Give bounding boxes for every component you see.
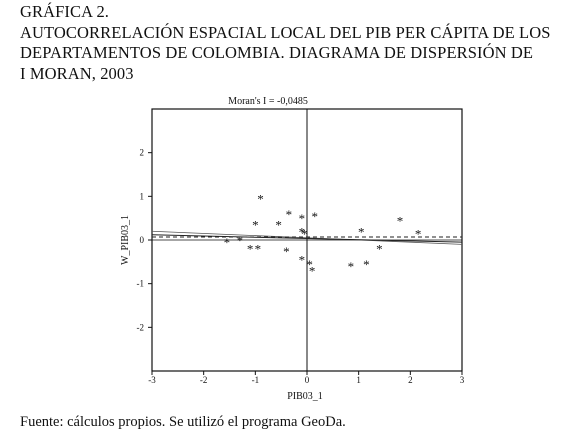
data-points: * ** *********** ** ****** xyxy=(224,192,422,279)
data-point: * xyxy=(397,213,404,228)
figure-title-line-2: DEPARTAMENTOS DE COLOMBIA. DIAGRAMA DE D… xyxy=(20,43,534,62)
solid-fit-line xyxy=(151,230,463,245)
y-tick-label: -2 xyxy=(137,322,145,332)
axis-ticks: -3 -2 -1 0 1 2 3 -2 -1 0 1 2 xyxy=(137,109,465,385)
x-tick-label: 1 xyxy=(356,375,361,385)
plot-title: Moran's I = -0,0485 xyxy=(228,96,308,107)
x-tick-label: 2 xyxy=(408,375,413,385)
data-point: * xyxy=(286,207,293,222)
data-point: * xyxy=(299,224,306,239)
chart-heading: GRÁFICA 2. AUTOCORRELACIÓN ESPACIAL LOCA… xyxy=(20,2,565,84)
y-tick-label: 1 xyxy=(140,191,145,201)
data-point: * xyxy=(415,226,422,241)
data-point: * xyxy=(283,244,290,259)
data-point: * xyxy=(348,259,355,274)
y-tick-label: 0 xyxy=(140,235,145,245)
x-tick-label: 3 xyxy=(460,375,465,385)
data-point: * xyxy=(312,209,319,224)
figure-title-line-3: I MORAN, 2003 xyxy=(20,63,134,83)
source-note: Fuente: cálculos propios. Se utilizó el … xyxy=(20,414,346,430)
figure-number: GRÁFICA 2. xyxy=(20,2,110,21)
data-point: * xyxy=(257,192,264,207)
regression-lines xyxy=(151,230,463,245)
data-point: * xyxy=(363,257,370,272)
x-tick-label: -2 xyxy=(200,375,208,385)
data-point: * xyxy=(376,242,383,257)
data-point: * xyxy=(358,224,365,239)
data-point: * xyxy=(309,264,316,279)
data-point: * xyxy=(299,253,306,268)
x-tick-label: -3 xyxy=(148,375,156,385)
data-point: * xyxy=(252,218,259,233)
data-point: * xyxy=(224,235,231,250)
data-point: * xyxy=(299,211,306,226)
x-tick-label: -1 xyxy=(252,375,260,385)
solid-fit-line xyxy=(151,234,463,243)
y-axis-label: W_PIB03_1 xyxy=(120,215,131,265)
data-point: * xyxy=(247,242,254,257)
y-tick-label: 2 xyxy=(140,148,145,158)
y-tick-label: -1 xyxy=(137,279,145,289)
figure-title-line-1: AUTOCORRELACIÓN ESPACIAL LOCAL DEL PIB P… xyxy=(20,22,551,42)
data-point: * xyxy=(306,257,313,272)
data-point: * xyxy=(237,233,244,248)
x-tick-label: 0 xyxy=(305,375,310,385)
data-point: * xyxy=(255,242,262,257)
data-point: * xyxy=(275,218,282,233)
data-point: * xyxy=(301,226,308,241)
x-axis-label: PIB03_1 xyxy=(287,391,323,402)
